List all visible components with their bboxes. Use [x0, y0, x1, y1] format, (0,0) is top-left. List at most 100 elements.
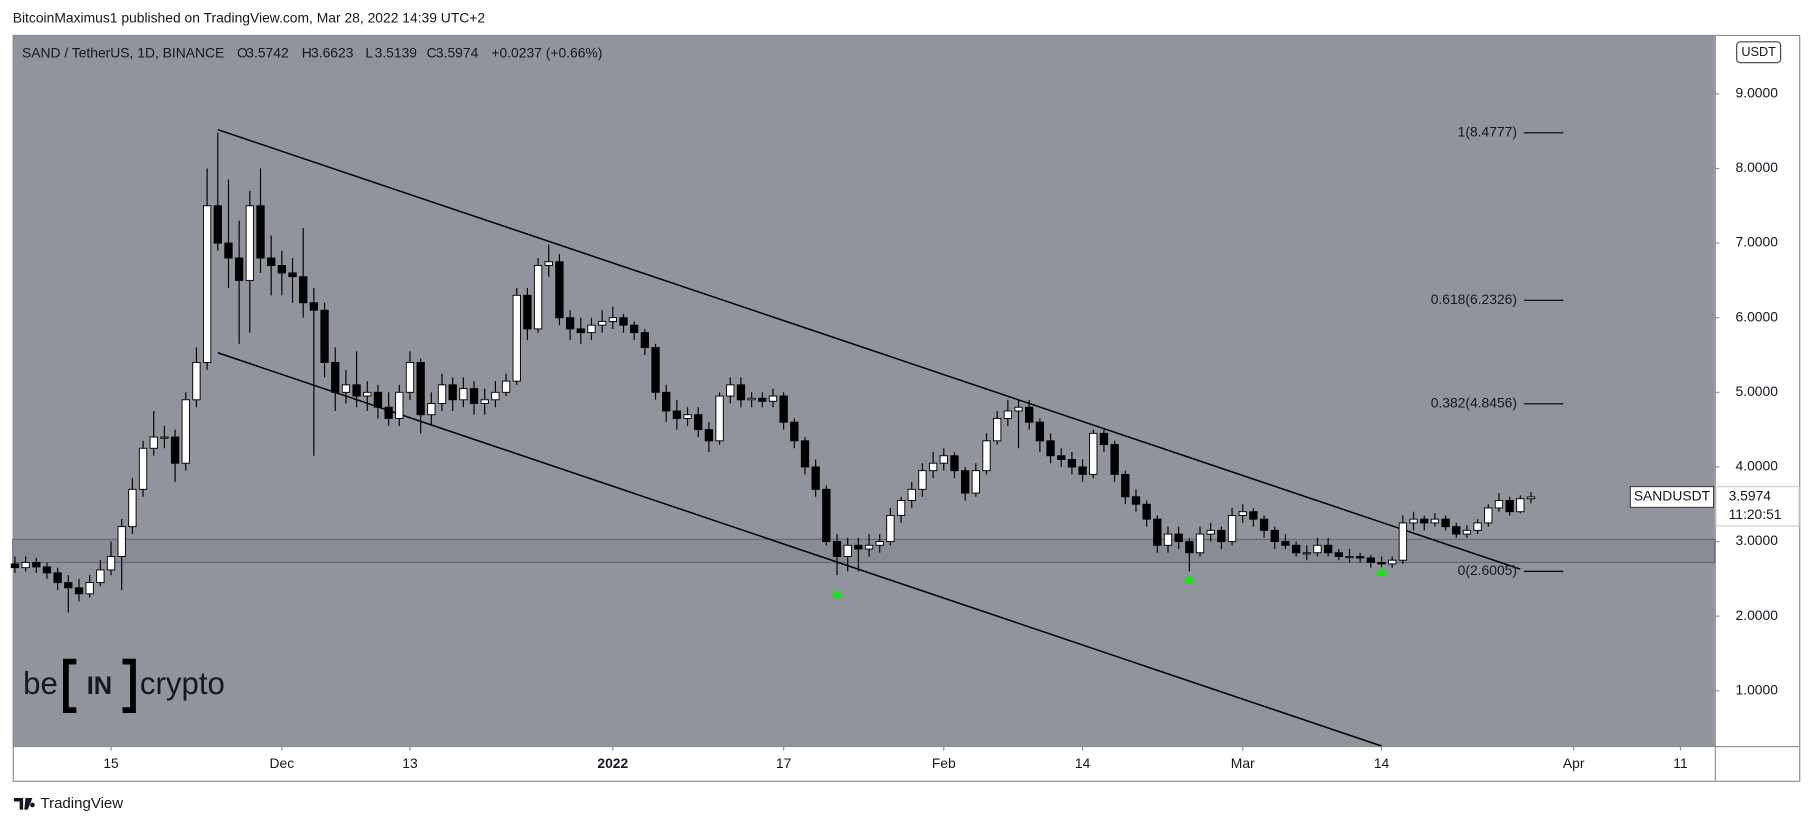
candle-body — [1516, 498, 1525, 513]
x-tick-label: 13 — [402, 755, 418, 771]
x-tick-label: 17 — [776, 755, 792, 771]
x-tick-label: Dec — [270, 755, 295, 771]
candle-body — [1484, 507, 1493, 524]
marker-arrow — [1182, 574, 1197, 584]
candle-body — [630, 324, 639, 334]
candle-body — [800, 440, 810, 468]
ohlc-key: H — [302, 44, 312, 60]
marker-arrow — [1374, 566, 1389, 577]
candle-body — [1334, 552, 1343, 557]
candle-body — [982, 440, 991, 472]
candle-body — [1452, 526, 1461, 535]
y-tick-label: 3.0000 — [1736, 532, 1779, 548]
candle-body — [950, 455, 959, 472]
candle-body — [1099, 432, 1109, 446]
candle-body — [1046, 440, 1055, 457]
plot: 1(8.4777) 0.618(6.2326) 0.382(4.8456) 0(2.6… — [10, 123, 1716, 747]
candle-body — [1121, 473, 1130, 498]
candle-body — [864, 544, 874, 550]
x-tick-label: Feb — [932, 755, 956, 771]
candle-body — [85, 582, 94, 595]
candle-body — [21, 561, 30, 569]
candle-body — [1217, 529, 1226, 543]
x-tick-label: 14 — [1075, 755, 1091, 771]
candle-body — [1003, 410, 1013, 419]
symbol-title: SAND / TetherUS, 1D, BINANCE — [22, 44, 224, 60]
candle-body — [1153, 518, 1162, 546]
candle-body — [576, 328, 585, 334]
candle-body — [1430, 518, 1440, 524]
candle-body — [1078, 466, 1087, 475]
candle-body — [96, 569, 105, 584]
candle-body — [32, 561, 41, 568]
candle-body — [64, 582, 73, 589]
candle-body — [1356, 556, 1365, 559]
x-tick-label: 2022 — [597, 755, 628, 771]
y-tick-label: 7.0000 — [1736, 234, 1779, 250]
candle-body — [1259, 518, 1269, 531]
candle-body — [117, 526, 126, 557]
candle-body — [928, 462, 938, 472]
candle-body — [619, 317, 628, 326]
candle-body — [74, 587, 84, 595]
candle-body — [192, 362, 201, 401]
candle-body — [640, 332, 650, 349]
candle-body — [10, 563, 20, 569]
last-price: 3.5974 — [1729, 488, 1772, 504]
symbol-label: SANDUSDT — [1634, 488, 1711, 504]
candle-body — [523, 294, 532, 330]
candle-body — [758, 397, 767, 402]
change-label: +0.0237 (+0.66%) — [491, 44, 602, 60]
candle-body — [1238, 511, 1247, 516]
candle-body — [832, 541, 842, 557]
marker-arrow — [830, 589, 844, 599]
candle-body — [1142, 503, 1151, 520]
candle-body — [234, 257, 244, 281]
candle-body — [491, 391, 500, 401]
symbol-tag — [1629, 485, 1715, 508]
candle-body — [1473, 522, 1482, 531]
candle-body — [747, 397, 756, 401]
y-tick-label: 8.0000 — [1736, 159, 1779, 175]
watermark-text: be — [23, 666, 58, 701]
plot-background — [12, 34, 1715, 746]
candle-body — [309, 302, 319, 311]
countdown: 11:20:51 — [1729, 506, 1782, 522]
candle-body — [170, 436, 180, 464]
candle-body — [437, 384, 447, 404]
footer-brand: TradingView — [40, 795, 123, 812]
candle-body — [651, 347, 660, 393]
candle-body — [779, 395, 788, 423]
ohlc-value: 3.5974 — [436, 44, 479, 60]
candle-body — [886, 514, 895, 543]
candle-body — [1323, 544, 1333, 554]
candle-body — [352, 384, 361, 397]
candle-body — [1163, 533, 1173, 546]
logo-icon — [13, 798, 35, 810]
candle-body — [1526, 496, 1536, 500]
candle-body — [587, 324, 596, 334]
candle-body — [811, 466, 820, 490]
currency-label: USDT — [1741, 44, 1776, 59]
candle-body — [373, 391, 383, 408]
candle-body — [149, 436, 158, 449]
channel-line — [217, 128, 1521, 570]
candle-body — [704, 429, 714, 442]
candle-body — [1025, 406, 1034, 423]
candle-body — [363, 391, 372, 397]
candle-body — [993, 417, 1002, 442]
candle-body — [181, 399, 190, 464]
candle-body — [843, 544, 852, 557]
published-line: BitcoinMaximus1 published on TradingView… — [13, 9, 486, 25]
candle-body — [395, 391, 404, 419]
candle-body — [608, 317, 617, 322]
fib-label: 0.618(6.2326) — [1431, 291, 1517, 307]
watermark: be IN crypto — [23, 658, 225, 714]
candle-body — [267, 257, 276, 266]
candle-body — [875, 541, 884, 546]
candle-body — [299, 276, 308, 304]
y-tick-label: 4.0000 — [1736, 458, 1779, 474]
fib-label: 0(2.6005) — [1458, 562, 1517, 578]
candle-body — [1195, 533, 1205, 554]
y-tick-label: 5.0000 — [1736, 383, 1779, 399]
